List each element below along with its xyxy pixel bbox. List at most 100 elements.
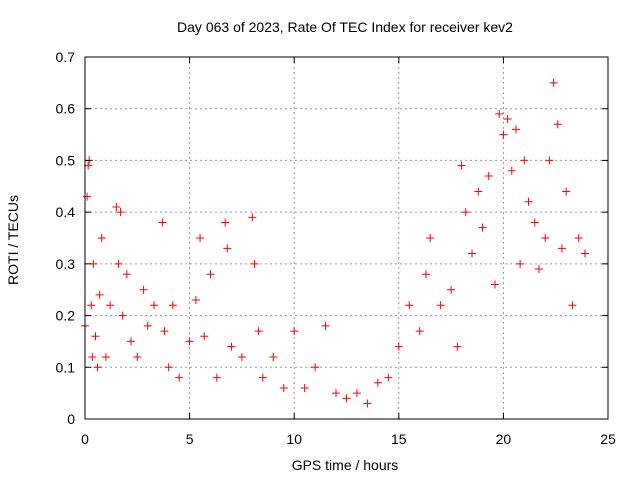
data-point <box>549 78 558 87</box>
data-point <box>237 352 246 361</box>
data-point <box>394 342 403 351</box>
x-axis-title: GPS time / hours <box>292 457 399 473</box>
data-point <box>511 125 520 134</box>
data-point <box>491 280 500 289</box>
data-point <box>426 234 435 242</box>
data-point <box>553 120 562 129</box>
data-point <box>248 213 257 222</box>
data-point <box>106 301 115 310</box>
data-point <box>118 311 127 320</box>
y-tick-label: 0.1 <box>56 359 76 375</box>
data-point <box>168 301 177 310</box>
data-point <box>415 327 424 336</box>
data-point <box>122 270 131 279</box>
y-axis-title: ROTI / TECUs <box>5 195 21 285</box>
data-point <box>453 342 462 351</box>
data-point <box>150 301 159 310</box>
data-point <box>91 332 100 341</box>
data-point <box>384 373 393 382</box>
data-point <box>175 373 184 382</box>
data-point <box>83 192 92 201</box>
data-point <box>574 234 583 242</box>
data-point <box>116 208 125 217</box>
data-point <box>269 352 278 361</box>
data-point <box>447 285 456 294</box>
data-point <box>468 249 477 258</box>
data-point <box>133 352 142 361</box>
data-point <box>332 389 341 398</box>
data-point <box>164 363 173 372</box>
data-point <box>457 161 466 170</box>
data-point <box>541 234 550 242</box>
data-point <box>478 223 487 232</box>
data-point <box>279 383 288 392</box>
y-tick-label: 0.2 <box>56 308 76 324</box>
chart-title: Day 063 of 2023, Rate Of TEC Index for r… <box>177 19 513 35</box>
data-point <box>290 327 299 336</box>
data-point <box>321 321 330 330</box>
data-point <box>580 249 589 258</box>
x-tick-label: 20 <box>496 431 512 447</box>
data-point <box>97 234 106 242</box>
data-point <box>114 259 123 268</box>
data-point <box>196 234 205 242</box>
data-point <box>352 389 361 398</box>
data-point <box>87 301 96 310</box>
axis-ticks: 0 5 10 15 20 25 0 0.1 0.2 0.3 0.4 0.5 0.6 0.7 <box>56 49 616 447</box>
x-tick-label: 10 <box>286 431 302 447</box>
x-tick-label: 0 <box>81 431 89 447</box>
data-point <box>191 296 200 305</box>
data-point <box>258 373 267 382</box>
data-point <box>484 171 493 180</box>
data-point <box>562 187 571 196</box>
data-point <box>143 321 152 330</box>
y-tick-label: 0.5 <box>56 152 76 168</box>
x-tick-label: 25 <box>600 431 616 447</box>
data-point <box>88 352 97 361</box>
data-point <box>311 363 320 372</box>
data-point <box>534 265 543 274</box>
data-point <box>499 130 508 139</box>
y-tick-label: 0.4 <box>56 204 76 220</box>
data-point <box>516 259 525 268</box>
data-point <box>373 378 382 387</box>
data-point <box>524 197 533 206</box>
y-tick-label: 0.3 <box>56 256 76 272</box>
data-point <box>223 244 232 253</box>
data-point <box>200 332 209 341</box>
data-point <box>474 187 483 196</box>
data-point <box>495 109 504 118</box>
data-point <box>93 363 102 372</box>
data-point <box>212 373 221 382</box>
data-point <box>342 394 351 403</box>
data-point <box>112 202 121 211</box>
data-point <box>530 218 539 227</box>
x-tick-label: 15 <box>391 431 407 447</box>
plot-frame <box>84 56 609 420</box>
data-point <box>250 259 259 268</box>
data-point <box>227 342 236 351</box>
data-point <box>461 208 470 217</box>
data-point <box>254 327 263 336</box>
data-point <box>557 244 566 253</box>
data-point <box>503 115 512 124</box>
data-point <box>158 218 167 227</box>
data-point <box>127 337 136 346</box>
data-point <box>139 285 148 294</box>
data-points <box>81 78 589 408</box>
data-point <box>185 337 194 346</box>
data-point <box>568 301 577 310</box>
data-point <box>520 156 529 165</box>
data-point <box>421 270 430 279</box>
y-tick-label: 0.6 <box>56 101 76 117</box>
data-point <box>160 327 169 336</box>
data-point <box>436 301 445 310</box>
grid-lines <box>85 57 608 419</box>
data-point <box>507 166 516 175</box>
x-tick-label: 5 <box>186 431 194 447</box>
y-tick-label: 0 <box>67 411 75 427</box>
y-tick-label: 0.7 <box>56 49 76 65</box>
data-point <box>405 301 414 310</box>
data-point <box>206 270 215 279</box>
